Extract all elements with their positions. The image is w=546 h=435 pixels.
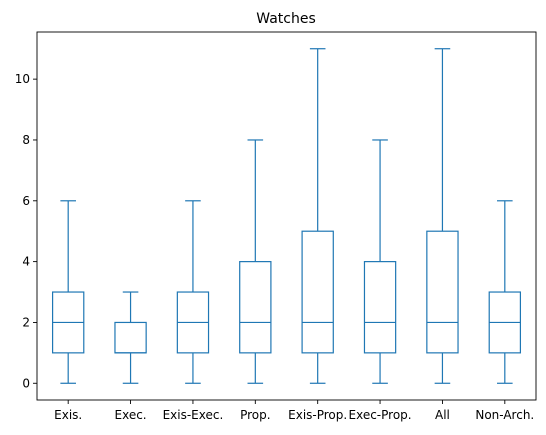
x-tick-label-exis-exec: Exis-Exec. <box>163 408 224 422</box>
x-tick-label-all: All <box>435 408 450 422</box>
box-prop <box>239 261 272 354</box>
box-exis-prop <box>301 230 334 354</box>
y-tick-label-6: 6 <box>22 194 30 208</box>
x-tick-label-exis-prop: Exis-Prop. <box>288 408 347 422</box>
x-tick-label-exec: Exec. <box>115 408 147 422</box>
x-tick-label-prop: Prop. <box>240 408 270 422</box>
box-exec <box>114 321 147 354</box>
plot-area: 0 2 4 6 8 10 Exis. Exec. Exis-Exec. Prop. Exis-Pro… <box>15 31 537 422</box>
y-tick-label-0: 0 <box>22 376 30 390</box>
box-exec-prop <box>363 261 397 354</box>
y-tick-label-4: 4 <box>22 255 30 269</box>
x-tick-label-exis: Exis. <box>54 408 82 422</box>
y-tick-label-10: 10 <box>15 72 30 86</box>
chart-title: Watches <box>256 11 316 27</box>
axes-frame <box>36 31 537 401</box>
box-all <box>426 230 459 354</box>
y-tick-label-2: 2 <box>22 315 30 329</box>
y-tick-label-8: 8 <box>22 133 30 147</box>
x-tick-label-exec-prop: Exec-Prop. <box>349 408 412 422</box>
x-tick-label-non-arch: Non-Arch. <box>475 408 534 422</box>
